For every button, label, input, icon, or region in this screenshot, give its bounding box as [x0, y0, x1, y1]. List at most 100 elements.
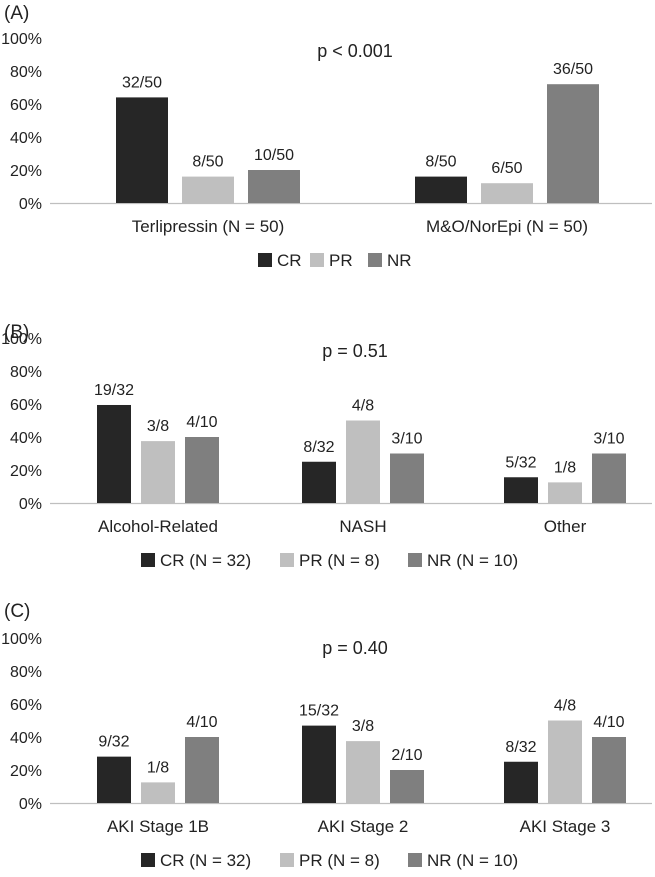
bar-cr-2 — [415, 176, 467, 203]
legend-swatch-nr — [368, 253, 382, 267]
y-tick-label: 20% — [10, 763, 42, 780]
legend-label-cr: CR (N = 32) — [160, 551, 251, 570]
legend-swatch-cr — [141, 553, 155, 567]
p-value-annotation: p = 0.40 — [322, 638, 388, 658]
data-label-nr-3: 4/10 — [593, 714, 624, 731]
category-label: Alcohol-Related — [98, 517, 218, 536]
data-label-pr-3: 1/8 — [554, 459, 576, 476]
bar-pr-1 — [141, 441, 175, 503]
bar-nr-1 — [248, 170, 300, 203]
legend-label-pr: PR — [329, 251, 353, 270]
data-label-cr-3: 5/32 — [505, 454, 536, 471]
y-tick-label: 0% — [19, 496, 42, 513]
legend-label-pr: PR (N = 8) — [299, 851, 380, 870]
y-tick-label: 80% — [10, 64, 42, 81]
bar-nr-2 — [547, 84, 599, 203]
legend-swatch-cr — [141, 853, 155, 867]
y-tick-label: 60% — [10, 697, 42, 714]
panel-label: (C) — [4, 601, 30, 622]
data-label-cr-3: 8/32 — [505, 739, 536, 756]
data-label-cr-2: 8/32 — [303, 439, 334, 456]
data-label-pr-2: 3/8 — [352, 718, 374, 735]
y-tick-label: 100% — [1, 331, 42, 348]
data-label-pr-1: 1/8 — [147, 759, 169, 776]
data-label-nr-2: 2/10 — [391, 747, 422, 764]
bar-cr-2 — [302, 725, 336, 803]
y-tick-label: 40% — [10, 730, 42, 747]
bar-nr-3 — [592, 737, 626, 803]
data-label-pr-3: 4/8 — [554, 698, 576, 715]
y-tick-label: 0% — [19, 796, 42, 813]
legend-label-nr: NR — [387, 251, 412, 270]
bar-pr-1 — [182, 176, 234, 203]
bar-nr-2 — [390, 453, 424, 503]
data-label-nr-1: 10/50 — [254, 147, 294, 164]
panel-label: (B) — [4, 322, 29, 343]
data-label-nr-1: 4/10 — [186, 414, 217, 431]
bar-nr-1 — [185, 737, 219, 803]
y-tick-label: 20% — [10, 163, 42, 180]
bar-pr-3 — [548, 482, 582, 503]
y-tick-label: 20% — [10, 463, 42, 480]
category-label: AKI Stage 3 — [520, 817, 611, 836]
panel-c: (C) 0% 20% 40% 60% 80% 100% 9/32 1/8 4/10 AKI Stag… — [1, 601, 652, 870]
legend: CR (N = 32) PR (N = 8) NR (N = 10) — [141, 551, 518, 570]
bar-nr-2 — [390, 770, 424, 803]
y-tick-label: 40% — [10, 430, 42, 447]
legend-swatch-pr — [280, 553, 294, 567]
legend: CR PR NR — [258, 251, 412, 270]
category-label: AKI Stage 2 — [318, 817, 409, 836]
data-label-pr-2: 4/8 — [352, 398, 374, 415]
legend-label-cr: CR (N = 32) — [160, 851, 251, 870]
p-value-annotation: p < 0.001 — [317, 41, 393, 61]
y-tick-label: 40% — [10, 130, 42, 147]
y-tick-label: 80% — [10, 664, 42, 681]
y-tick-label: 60% — [10, 97, 42, 114]
legend-swatch-nr — [408, 553, 422, 567]
bar-cr-1 — [97, 404, 131, 503]
data-label-nr-2: 36/50 — [553, 61, 593, 78]
y-tick-label: 100% — [1, 631, 42, 648]
data-label-nr-2: 3/10 — [391, 431, 422, 448]
data-label-pr-1: 8/50 — [192, 154, 223, 171]
legend-swatch-cr — [258, 253, 272, 267]
panel-a: (A) 0% 20% 40% 60% 80% 100% 32/50 8/50 10/50 Terli… — [1, 3, 652, 270]
p-value-annotation: p = 0.51 — [322, 341, 388, 361]
bar-cr-1 — [116, 97, 168, 203]
category-label: M&O/NorEpi (N = 50) — [426, 217, 588, 236]
panel-label: (A) — [4, 3, 29, 24]
legend-label-nr: NR (N = 10) — [427, 851, 518, 870]
y-tick-label: 60% — [10, 397, 42, 414]
legend-label-cr: CR — [277, 251, 302, 270]
category-label: NASH — [339, 517, 386, 536]
data-label-cr-1: 19/32 — [94, 382, 134, 399]
data-label-cr-1: 9/32 — [98, 734, 129, 751]
legend-swatch-pr — [310, 253, 324, 267]
data-label-nr-3: 3/10 — [593, 431, 624, 448]
bar-cr-2 — [302, 461, 336, 503]
legend: CR (N = 32) PR (N = 8) NR (N = 10) — [141, 851, 518, 870]
y-tick-label: 80% — [10, 364, 42, 381]
data-label-cr-2: 15/32 — [299, 703, 339, 720]
y-tick-label: 100% — [1, 31, 42, 48]
data-label-cr-2: 8/50 — [425, 154, 456, 171]
category-label: AKI Stage 1B — [107, 817, 209, 836]
legend-swatch-nr — [408, 853, 422, 867]
panel-b: (B) 0% 20% 40% 60% 80% 100% 19/32 3/8 4/10 Alcohol… — [1, 322, 652, 570]
bar-pr-2 — [346, 741, 380, 803]
data-label-pr-1: 3/8 — [147, 418, 169, 435]
bar-pr-3 — [548, 720, 582, 803]
data-label-cr-1: 32/50 — [122, 74, 162, 91]
bar-pr-2 — [346, 420, 380, 503]
bar-cr-3 — [504, 477, 538, 503]
bar-pr-2 — [481, 183, 533, 203]
bar-cr-1 — [97, 756, 131, 803]
bar-nr-3 — [592, 453, 626, 503]
legend-swatch-pr — [280, 853, 294, 867]
legend-label-nr: NR (N = 10) — [427, 551, 518, 570]
data-label-nr-1: 4/10 — [186, 714, 217, 731]
bar-nr-1 — [185, 437, 219, 503]
bar-cr-3 — [504, 761, 538, 803]
category-label: Other — [544, 517, 587, 536]
